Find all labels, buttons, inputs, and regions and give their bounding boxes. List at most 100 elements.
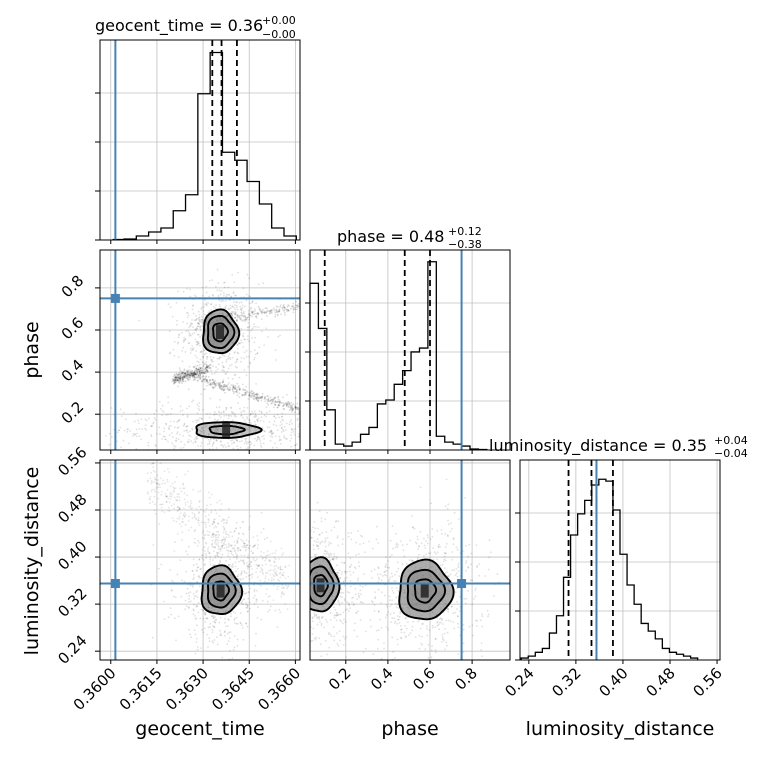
panel-ld-phase-sample-1-500 (428, 557, 431, 560)
panel-phase-geocent-ridge-134 (200, 372, 203, 374)
panel-phase-geocent-sample-1-407 (179, 447, 182, 449)
panel-phase-geocent-sample-1-105 (291, 428, 294, 431)
panel-ld-geocent-tail-79 (242, 520, 245, 523)
panel-ld-phase-sample-1-52 (426, 634, 429, 637)
panel-ld-geocent-sample-0-254 (245, 603, 247, 606)
panel-phase-geocent-ridge-206 (174, 376, 177, 379)
panel-phase-geocent-ridge-146 (177, 379, 180, 382)
panel-ld-phase-sample-0-428 (343, 561, 346, 564)
panel-phase-geocent-sample-0-601 (173, 355, 176, 357)
panel-ld-phase-sample-1-442 (407, 621, 409, 624)
panel-phase-geocent-ridge-842 (227, 388, 229, 391)
panel-phase-geocent-sample-1-243 (318, 382, 320, 384)
panel-phase-geocent-sample-0-421 (177, 341, 180, 344)
panel-phase-geocent-ridge-847 (259, 396, 261, 398)
panel-ld-geocent-sample-0-200 (203, 546, 206, 549)
panel-ld-geocent-tail-455 (178, 523, 181, 525)
panel-ld-geocent-sample-0-342 (232, 649, 235, 651)
panel-ld-geocent-tail-220 (174, 487, 177, 490)
panel-ld-geocent-tail-131 (233, 556, 236, 559)
panel-ld-geocent-sample-0-45 (202, 631, 205, 634)
panel-phase-geocent-ridge-342 (269, 309, 271, 312)
panel-ld-geocent-sample-0-337 (194, 633, 197, 636)
panel-ld-geocent-plot-area (100, 460, 300, 660)
panel-ld-geocent-sample-0-19 (218, 621, 221, 624)
panel-ld-phase-sample-0-486 (336, 536, 339, 539)
panel-ld-geocent-tail-442 (214, 533, 217, 536)
panel-phase-geocent-ridge-793 (199, 366, 202, 369)
panel-phase-geocent-ridge-151 (183, 376, 185, 378)
panel-ld-geocent-tail-74 (210, 536, 213, 539)
panel-phase-geocent-sample-0-522 (221, 361, 224, 364)
panel-ld-phase-sample-0-454 (274, 599, 276, 601)
panel-phase-geocent-sample-1-493 (272, 451, 274, 453)
panel-phase-geocent-ridge-147 (222, 381, 224, 383)
panel-phase-geocent-sample-0-154 (202, 310, 205, 312)
panel-phase-geocent-ridge-838 (187, 371, 190, 374)
panel-phase-geocent-sample-0-589 (250, 350, 252, 353)
panel-phase-geocent-ridge-752 (199, 378, 201, 380)
panel-phase-geocent-ridge-488 (277, 404, 280, 406)
panel-phase-geocent-sample-1-118 (172, 444, 175, 447)
panel-ld-geocent-sample-0-495 (214, 621, 217, 624)
panel-ld-geocent-sample-0-53 (223, 631, 226, 634)
panel-ld-geocent-tail-192 (277, 566, 280, 569)
panel-phase-geocent-sample-0-532 (182, 290, 185, 293)
panel-phase-geocent-sample-0-15 (243, 319, 246, 322)
panel-ld-geocent-tail-453 (263, 552, 265, 554)
hist-phase-hist-step (309, 261, 488, 451)
panel-ld-phase-sample-1-622 (441, 636, 444, 639)
panel-phase-geocent-sample-0-405 (199, 325, 201, 327)
panel-phase-geocent-ridge-317 (255, 397, 258, 399)
panel-phase-geocent-sample-1-163 (153, 412, 156, 415)
panel-phase-geocent-sample-0-61 (224, 373, 227, 375)
panel-phase-geocent-sample-1-538 (270, 430, 273, 433)
panel-phase-geocent-sample-0-486 (217, 282, 220, 285)
panel-ld-geocent-tail-300 (168, 471, 171, 473)
panel-ld-geocent-tail-427 (257, 539, 259, 542)
panel-ld-geocent-sample-0-639 (240, 538, 243, 541)
panel-ld-geocent-sample-0-606 (247, 610, 249, 613)
panel-ld-geocent-sample-0-592 (167, 616, 170, 619)
panel-phase-geocent-sample-1-346 (263, 437, 265, 440)
panel-phase-geocent-sample-0-412 (242, 287, 245, 289)
panel-phase-geocent-sample-1-39 (302, 470, 304, 472)
panel-phase-geocent-sample-1-363 (296, 417, 299, 420)
panel-ld-phase-sample-1-580 (449, 620, 452, 623)
panel-ld-geocent-sample-0-346 (266, 536, 269, 539)
panel-phase-geocent-ridge-698 (206, 366, 209, 368)
panel-phase-geocent-ridge-215 (282, 396, 284, 399)
panel-ld-geocent-tail-456 (265, 588, 268, 591)
panel-ld-geocent-tail-477 (215, 526, 218, 528)
panel-ld-geocent-sample-0-30 (198, 559, 201, 561)
panel-phase-geocent-ridge-874 (203, 363, 206, 366)
panel-ld-phase-sample-1-523 (385, 563, 388, 565)
panel-ld-geocent-sample-0-420 (193, 603, 195, 606)
panel-ld-phase-sample-1-41 (441, 619, 443, 621)
panel-ld-phase-sample-1-520 (437, 545, 440, 548)
panel-phase-geocent-ridge-659 (174, 381, 177, 384)
panel-phase-geocent-ridge-49 (176, 379, 179, 381)
panel-ld-geocent-sample-0-565 (224, 634, 226, 637)
panel-ld-phase-sample-1-539 (371, 668, 373, 670)
panel-phase-geocent-ridge-643 (290, 307, 292, 310)
panel-phase-geocent-ridge-514 (221, 386, 224, 389)
panel-phase-geocent-sample-1-216 (250, 443, 253, 445)
panel-ld-phase-sample-1-289 (396, 618, 399, 621)
panel-phase-geocent-ridge-670 (197, 376, 200, 379)
panel-phase-geocent-sample-1-502 (132, 433, 135, 435)
panel-phase-geocent-ridge-720 (175, 376, 178, 379)
panel-phase-geocent-ridge-139 (269, 400, 271, 403)
panel-phase-geocent-ridge-622 (192, 373, 195, 375)
panel-ld-phase-sample-1-99 (370, 570, 373, 572)
panel-phase-geocent-sample-0-452 (198, 370, 201, 373)
panel-phase-geocent-ridge-121 (186, 371, 188, 373)
panel-ld-phase-sample-0-115 (307, 583, 309, 585)
panel-ld-geocent-sample-0-63 (248, 601, 251, 604)
panel-ld-geocent-tail-141 (204, 515, 207, 518)
panel-ld-geocent-sample-0-544 (201, 537, 204, 539)
panel-ld-phase-sample-1-123 (418, 619, 421, 622)
panel-phase-geocent-ridge-798 (297, 411, 300, 414)
panel-ld-geocent-sample-0-589 (212, 616, 215, 619)
panel-phase-geocent-ridge-165 (282, 404, 285, 406)
